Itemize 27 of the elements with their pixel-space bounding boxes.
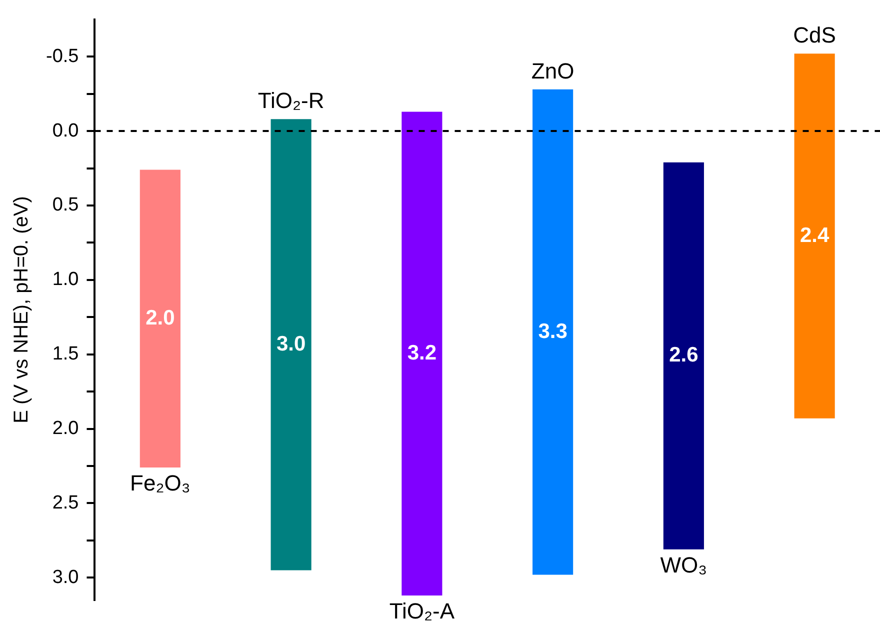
y-tick-label: 0.0	[52, 120, 79, 142]
data-label: 2.6	[669, 344, 698, 367]
y-axis-title: E (V vs NHE), pH=0. (eV)	[10, 196, 33, 424]
data-label: 2.0	[146, 306, 175, 330]
x-tick-label: Fe₂O₃	[130, 470, 190, 496]
y-tick-label: 2.0	[52, 418, 79, 440]
bar	[532, 89, 574, 575]
y-tick-label: 0.5	[52, 194, 79, 216]
x-tick-label: CdS	[793, 22, 836, 48]
bar	[663, 162, 704, 550]
y-tick-label: 2.5	[52, 492, 79, 514]
data-label: 3.3	[538, 320, 568, 343]
bar	[270, 119, 312, 570]
data-label: 3.2	[407, 341, 437, 364]
y-tick-label: 3.0	[52, 566, 79, 588]
bar	[794, 54, 835, 418]
data-label: 2.4	[800, 224, 830, 247]
bar	[140, 170, 180, 468]
x-tick-label: TiO₂-A	[389, 598, 455, 624]
data-label: 3.0	[276, 332, 306, 356]
bar	[402, 112, 442, 596]
y-tick-label: 1.5	[52, 344, 79, 365]
x-tick-label: ZnO	[531, 58, 574, 84]
x-tick-label: TiO₂-R	[258, 88, 324, 114]
y-tick-label: 1.0	[52, 269, 79, 290]
x-tick-label: WO₃	[660, 552, 708, 578]
y-tick-label: -0.5	[46, 46, 79, 67]
